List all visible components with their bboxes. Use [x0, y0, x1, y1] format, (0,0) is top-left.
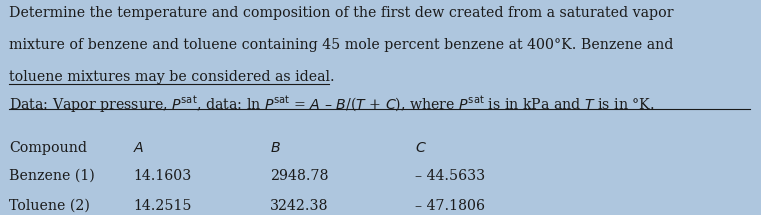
- Text: $B$: $B$: [270, 141, 281, 155]
- Text: Benzene (1): Benzene (1): [9, 169, 95, 183]
- Text: 14.1603: 14.1603: [133, 169, 192, 183]
- Text: 2948.78: 2948.78: [270, 169, 329, 183]
- Text: Toluene (2): Toluene (2): [9, 199, 90, 213]
- Text: 3242.38: 3242.38: [270, 199, 329, 213]
- Text: Determine the temperature and composition of the first dew created from a satura: Determine the temperature and compositio…: [9, 6, 673, 20]
- Text: – 44.5633: – 44.5633: [415, 169, 485, 183]
- Text: Data: Vapor pressure, $P^\mathrm{sat}$, data: ln $P^\mathrm{sat}$ = $A$ – $B$/($: Data: Vapor pressure, $P^\mathrm{sat}$, …: [9, 95, 654, 115]
- Text: 14.2515: 14.2515: [133, 199, 192, 213]
- Text: $C$: $C$: [415, 141, 427, 155]
- Text: mixture of benzene and toluene containing 45 mole percent benzene at 400°K. Benz: mixture of benzene and toluene containin…: [9, 38, 673, 52]
- Text: Compound: Compound: [9, 141, 87, 155]
- Text: – 47.1806: – 47.1806: [415, 199, 485, 213]
- Text: toluene mixtures may be considered as ideal.: toluene mixtures may be considered as id…: [9, 70, 335, 84]
- Text: $A$: $A$: [133, 141, 145, 155]
